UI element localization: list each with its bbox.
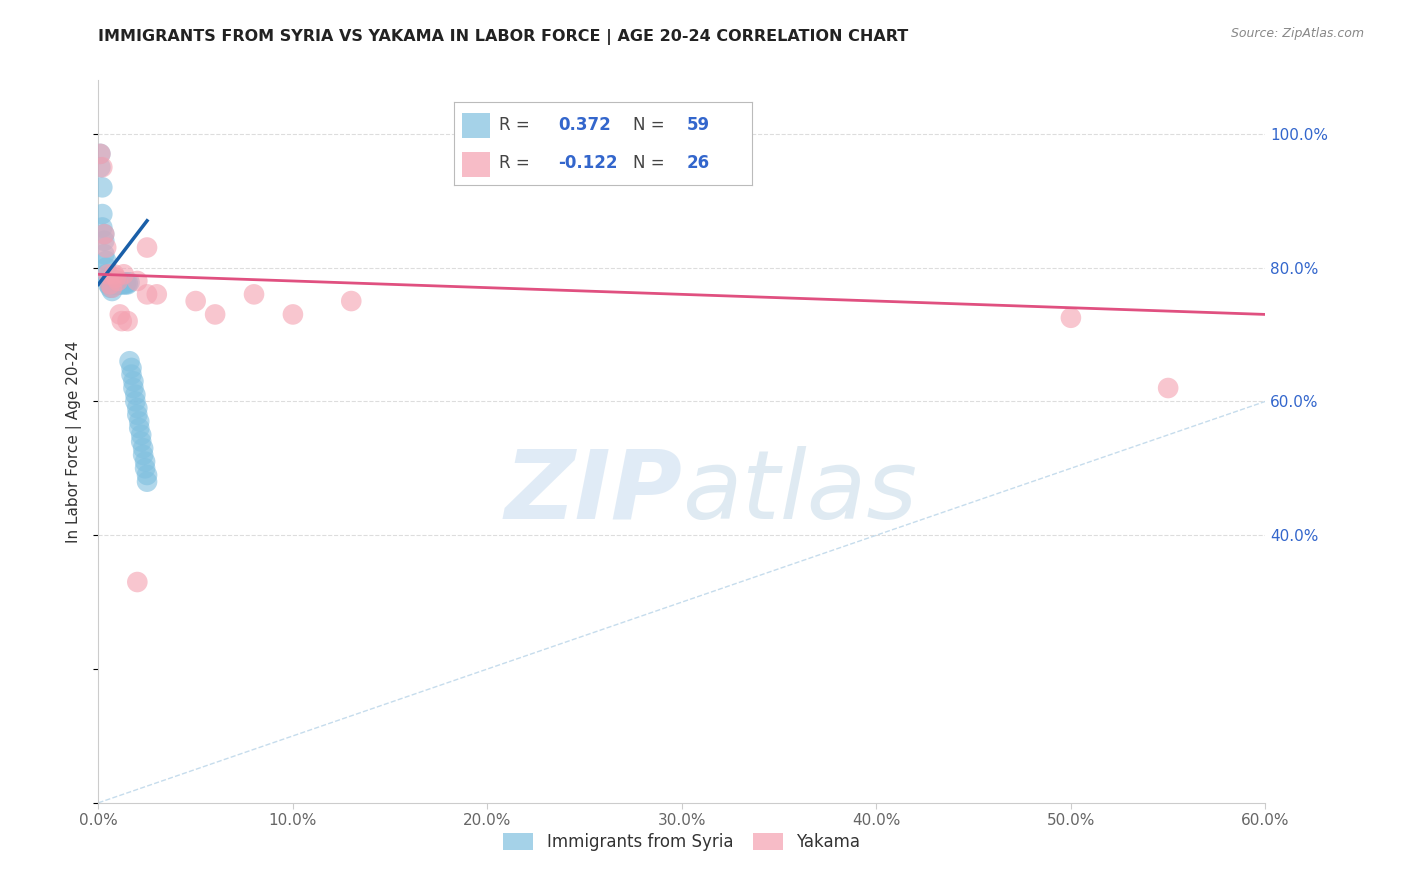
Point: [104, 270, 127, 285]
Point: [91, 180, 114, 194]
Point: [97, 277, 120, 292]
Point: [117, 276, 139, 290]
Point: [97, 268, 120, 282]
Point: [101, 281, 124, 295]
Point: [132, 448, 155, 462]
Point: [96, 254, 118, 268]
Point: [89, 147, 111, 161]
Point: [97, 270, 120, 285]
Point: [117, 277, 139, 292]
Point: [134, 461, 156, 475]
Point: [134, 455, 156, 469]
Point: [107, 274, 129, 288]
Point: [91, 207, 114, 221]
Point: [103, 277, 125, 292]
Y-axis label: In Labor Force | Age 20-24: In Labor Force | Age 20-24: [66, 341, 83, 542]
Point: [111, 314, 134, 328]
Point: [112, 277, 135, 292]
Point: [108, 276, 131, 290]
Legend: Immigrants from Syria, Yakama: Immigrants from Syria, Yakama: [495, 825, 869, 860]
Point: [127, 575, 149, 590]
Point: [112, 268, 135, 282]
Point: [128, 421, 150, 435]
Point: [118, 276, 141, 290]
Text: IMMIGRANTS FROM SYRIA VS YAKAMA IN LABOR FORCE | AGE 20-24 CORRELATION CHART: IMMIGRANTS FROM SYRIA VS YAKAMA IN LABOR…: [98, 29, 908, 45]
Point: [281, 307, 304, 322]
Point: [103, 274, 125, 288]
Point: [107, 276, 129, 290]
Point: [96, 260, 118, 275]
Point: [98, 281, 121, 295]
Point: [96, 241, 118, 255]
Point: [124, 394, 146, 409]
Point: [127, 401, 149, 416]
Point: [136, 475, 159, 489]
Point: [101, 284, 124, 298]
Point: [114, 277, 136, 292]
Point: [129, 434, 152, 449]
Point: [101, 281, 124, 295]
Point: [108, 307, 131, 322]
Text: Source: ZipAtlas.com: Source: ZipAtlas.com: [1230, 27, 1364, 40]
Point: [124, 387, 146, 401]
Point: [89, 161, 111, 175]
Point: [1157, 381, 1180, 395]
Point: [111, 276, 134, 290]
Point: [127, 274, 149, 288]
Point: [118, 354, 141, 368]
Text: atlas: atlas: [682, 446, 917, 539]
Point: [129, 427, 152, 442]
Point: [98, 277, 121, 292]
Point: [128, 414, 150, 429]
Point: [108, 277, 131, 292]
Point: [103, 276, 125, 290]
Point: [122, 381, 145, 395]
Point: [204, 307, 226, 322]
Point: [97, 274, 120, 288]
Point: [103, 268, 125, 282]
Point: [114, 276, 136, 290]
Point: [340, 294, 363, 309]
Text: ZIP: ZIP: [503, 446, 682, 539]
Point: [184, 294, 207, 309]
Point: [93, 247, 115, 261]
Point: [107, 277, 129, 292]
Point: [112, 276, 135, 290]
Point: [136, 287, 159, 301]
Point: [93, 227, 115, 242]
Point: [127, 408, 149, 422]
Point: [93, 234, 115, 248]
Point: [107, 274, 129, 288]
Point: [93, 227, 115, 242]
Point: [117, 314, 139, 328]
Point: [98, 274, 121, 288]
Point: [136, 241, 159, 255]
Point: [91, 161, 114, 175]
Point: [146, 287, 169, 301]
Point: [121, 368, 143, 382]
Point: [104, 276, 127, 290]
Point: [1060, 310, 1083, 325]
Point: [104, 277, 127, 292]
Point: [111, 277, 134, 292]
Point: [104, 274, 127, 288]
Point: [243, 287, 266, 301]
Point: [89, 147, 111, 161]
Point: [121, 361, 143, 376]
Point: [136, 467, 159, 482]
Point: [101, 277, 124, 292]
Point: [91, 220, 114, 235]
Point: [122, 375, 145, 389]
Point: [132, 442, 155, 455]
Point: [96, 268, 118, 282]
Point: [98, 277, 121, 292]
